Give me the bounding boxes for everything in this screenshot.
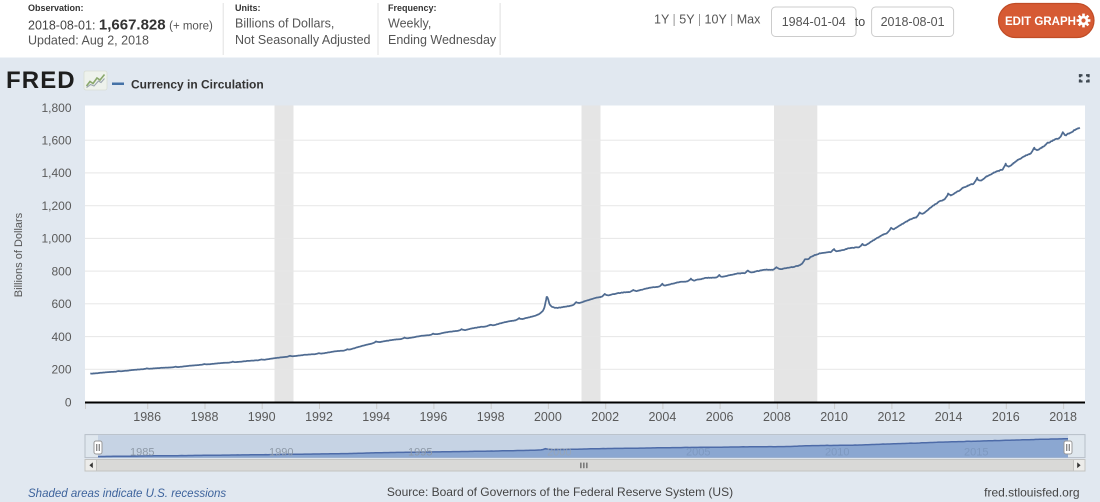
svg-text:1Y | 5Y | 10Y | Max: 1Y | 5Y | 10Y | Max bbox=[654, 13, 761, 27]
svg-text:1,600: 1,600 bbox=[41, 134, 71, 148]
svg-text:800: 800 bbox=[51, 264, 71, 278]
svg-text:2012: 2012 bbox=[877, 410, 905, 424]
svg-text:fred.stlouisfed.org: fred.stlouisfed.org bbox=[984, 486, 1079, 500]
svg-text:2010: 2010 bbox=[825, 447, 849, 459]
svg-text:2008: 2008 bbox=[763, 410, 791, 424]
svg-text:1990: 1990 bbox=[248, 410, 276, 424]
svg-text:2018-08-01: 1,667.828 (+ more): 2018-08-01: 1,667.828 (+ more) bbox=[28, 17, 213, 34]
svg-text:1986: 1986 bbox=[133, 410, 161, 424]
svg-text:2018: 2018 bbox=[1049, 410, 1077, 424]
svg-text:Billions of Dollars: Billions of Dollars bbox=[13, 212, 25, 297]
svg-text:Billions of Dollars,: Billions of Dollars, bbox=[235, 17, 334, 31]
svg-text:400: 400 bbox=[51, 330, 71, 344]
svg-text:2018-08-01: 2018-08-01 bbox=[881, 15, 945, 29]
svg-text:1990: 1990 bbox=[269, 447, 293, 459]
svg-text:1988: 1988 bbox=[191, 410, 219, 424]
svg-text:1,200: 1,200 bbox=[41, 199, 71, 213]
svg-text:2015: 2015 bbox=[964, 447, 988, 459]
svg-text:Ending Wednesday: Ending Wednesday bbox=[388, 33, 497, 47]
svg-text:2004: 2004 bbox=[648, 410, 676, 424]
svg-text:Observation:: Observation: bbox=[28, 3, 84, 13]
svg-text:Currency in Circulation: Currency in Circulation bbox=[131, 78, 264, 92]
svg-text:EDIT GRAPH: EDIT GRAPH bbox=[1005, 16, 1076, 28]
svg-text:Frequency:: Frequency: bbox=[388, 3, 437, 13]
svg-text:1985: 1985 bbox=[130, 447, 154, 459]
svg-text:600: 600 bbox=[51, 297, 71, 311]
svg-text:1992: 1992 bbox=[305, 410, 333, 424]
svg-text:0: 0 bbox=[65, 395, 72, 409]
svg-text:1,400: 1,400 bbox=[41, 166, 71, 180]
svg-text:Source: Board of Governors of: Source: Board of Governors of the Federa… bbox=[387, 485, 733, 499]
svg-text:Units:: Units: bbox=[235, 3, 261, 13]
svg-text:1998: 1998 bbox=[477, 410, 505, 424]
svg-text:2014: 2014 bbox=[935, 410, 963, 424]
svg-text:1984-01-04: 1984-01-04 bbox=[782, 15, 846, 29]
svg-text:1994: 1994 bbox=[362, 410, 390, 424]
svg-text:FRED: FRED bbox=[6, 67, 76, 94]
svg-text:1,000: 1,000 bbox=[41, 232, 71, 246]
svg-text:2010: 2010 bbox=[820, 410, 848, 424]
svg-text:200: 200 bbox=[51, 363, 71, 377]
svg-text:2006: 2006 bbox=[706, 410, 734, 424]
svg-text:1996: 1996 bbox=[419, 410, 447, 424]
svg-text:Weekly,: Weekly, bbox=[388, 17, 431, 31]
svg-text:Not Seasonally Adjusted: Not Seasonally Adjusted bbox=[235, 33, 371, 47]
svg-text:to: to bbox=[855, 15, 865, 29]
svg-text:2000: 2000 bbox=[547, 447, 571, 459]
svg-text:2016: 2016 bbox=[992, 410, 1020, 424]
svg-text:2005: 2005 bbox=[686, 447, 710, 459]
svg-text:1995: 1995 bbox=[408, 447, 432, 459]
svg-text:Shaded areas indicate U.S. rec: Shaded areas indicate U.S. recessions bbox=[28, 488, 226, 500]
svg-text:Updated: Aug 2, 2018: Updated: Aug 2, 2018 bbox=[28, 34, 149, 48]
svg-text:2000: 2000 bbox=[534, 410, 562, 424]
svg-text:1,800: 1,800 bbox=[41, 101, 71, 115]
svg-text:2002: 2002 bbox=[591, 410, 619, 424]
